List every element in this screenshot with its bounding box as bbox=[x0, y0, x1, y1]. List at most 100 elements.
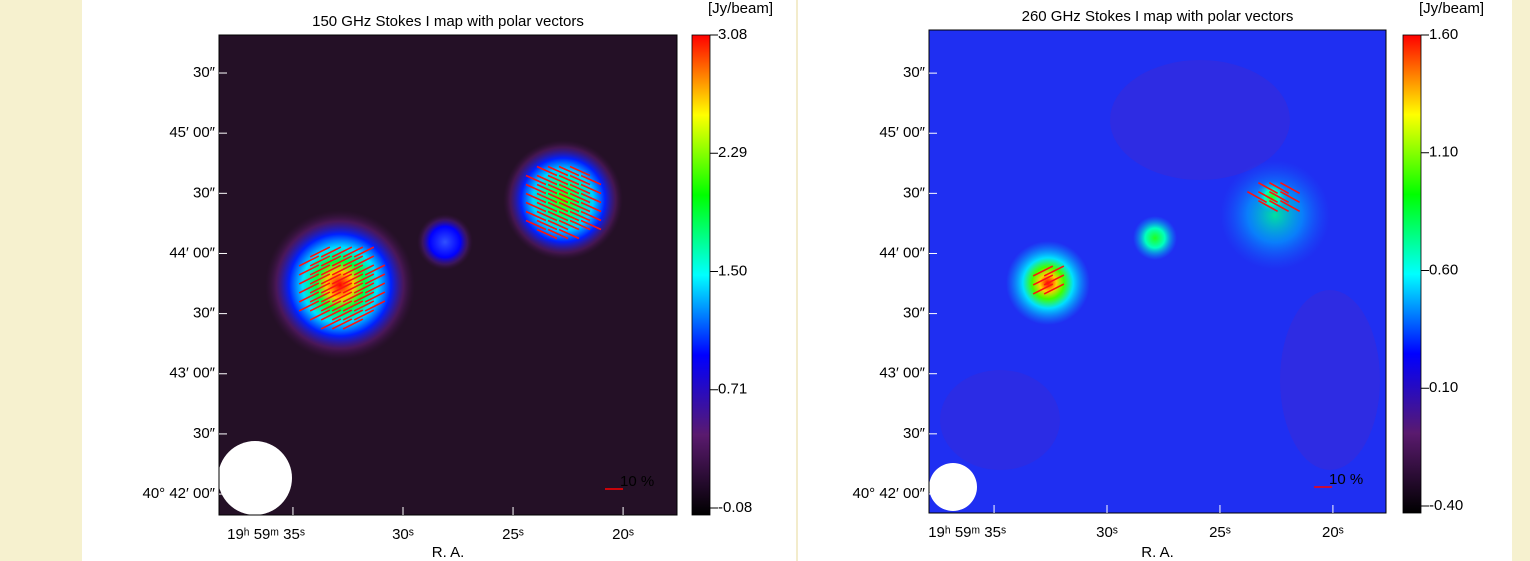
beam bbox=[218, 441, 292, 515]
polar-vector bbox=[536, 192, 558, 204]
polar-vector bbox=[342, 246, 364, 258]
polar-vector bbox=[331, 309, 353, 321]
polar-vector bbox=[320, 318, 342, 330]
source bbox=[1133, 216, 1177, 260]
colorbar-tick-label: 0.10 bbox=[1429, 379, 1458, 396]
map-texture bbox=[1280, 290, 1380, 470]
polar-vector bbox=[320, 255, 342, 267]
polar-vector bbox=[580, 201, 602, 213]
plot-frame bbox=[928, 29, 1387, 514]
x-tick-label: 30ˢ bbox=[392, 526, 414, 543]
polar-vector bbox=[547, 219, 569, 231]
polar-vector bbox=[353, 291, 375, 303]
polar-vector bbox=[569, 210, 591, 222]
polar-vector bbox=[364, 300, 386, 312]
polar-vector bbox=[331, 264, 353, 276]
polar-vector bbox=[547, 228, 569, 240]
x-tick-label: 20ˢ bbox=[612, 526, 634, 543]
polar-vector bbox=[525, 219, 547, 231]
polar-vector bbox=[342, 300, 364, 312]
polar-vector bbox=[353, 255, 375, 267]
polar-vector bbox=[1257, 190, 1279, 204]
polar-vector bbox=[320, 300, 342, 312]
polar-vector bbox=[547, 165, 569, 177]
polar-vector bbox=[320, 282, 342, 294]
polar-vector bbox=[298, 255, 320, 267]
polar-vector bbox=[331, 246, 353, 258]
polar-vector bbox=[342, 282, 364, 294]
x-tick-label: 19ʰ 59ᵐ 35ˢ bbox=[227, 526, 305, 543]
x-tick-label: 20ˢ bbox=[1322, 524, 1344, 541]
polar-vector bbox=[1032, 283, 1054, 295]
polar-vector bbox=[353, 264, 375, 276]
polar-vector bbox=[298, 291, 320, 303]
polar-vector bbox=[320, 309, 342, 321]
colorbar-tick-label: 1.10 bbox=[1429, 144, 1458, 161]
source bbox=[265, 210, 415, 360]
chart-title: 150 GHz Stokes I map with polar vectors bbox=[312, 13, 584, 30]
colorbar-tick-label: 0.60 bbox=[1429, 261, 1458, 278]
y-tick-label: 30″ bbox=[193, 425, 216, 442]
polar-vector bbox=[364, 264, 386, 276]
polar-vector bbox=[569, 183, 591, 195]
polar-vector bbox=[342, 255, 364, 267]
polar-vector bbox=[569, 174, 591, 186]
colorbar-tick-label: 1.60 bbox=[1429, 26, 1458, 43]
polar-vector bbox=[364, 282, 386, 294]
polar-vector bbox=[1257, 181, 1279, 195]
polar-vector bbox=[309, 246, 331, 258]
polar-vector bbox=[547, 210, 569, 222]
polar-vector bbox=[580, 219, 602, 231]
polar-vector bbox=[558, 210, 580, 222]
polar-vector bbox=[309, 273, 331, 285]
polar-vector bbox=[536, 219, 558, 231]
polar-vector bbox=[558, 183, 580, 195]
polar-vector bbox=[1032, 274, 1054, 286]
colorbar-label: [Jy/beam] bbox=[708, 0, 773, 17]
polar-vector bbox=[298, 264, 320, 276]
polar-vector bbox=[309, 300, 331, 312]
polar-vector bbox=[331, 300, 353, 312]
y-tick-label: 45′ 00″ bbox=[169, 124, 215, 141]
polar-vector bbox=[1279, 199, 1301, 213]
polar-vector bbox=[580, 210, 602, 222]
y-tick-label: 30″ bbox=[903, 425, 926, 442]
polar-vector bbox=[1246, 190, 1268, 204]
polar-vector bbox=[309, 264, 331, 276]
colorbar-tick-label: -0.08 bbox=[718, 499, 752, 516]
polar-vector bbox=[558, 201, 580, 213]
map-background bbox=[929, 30, 1386, 513]
polar-vector bbox=[1279, 181, 1301, 195]
polar-vector bbox=[525, 192, 547, 204]
polar-vector bbox=[1043, 274, 1065, 286]
y-tick-label: 44′ 00″ bbox=[879, 244, 925, 261]
colorbar-label: [Jy/beam] bbox=[1419, 0, 1484, 17]
annotation: 10 % bbox=[1329, 471, 1363, 488]
y-tick-label: 30″ bbox=[903, 184, 926, 201]
polar-vector bbox=[525, 210, 547, 222]
chart-title: 260 GHz Stokes I map with polar vectors bbox=[1022, 8, 1294, 25]
polar-vector bbox=[353, 309, 375, 321]
polar-vector bbox=[569, 192, 591, 204]
polar-vector bbox=[331, 318, 353, 330]
y-tick-label: 30″ bbox=[903, 305, 926, 322]
polar-vector bbox=[569, 201, 591, 213]
polar-vector bbox=[525, 201, 547, 213]
x-tick-label: 25ˢ bbox=[1209, 524, 1231, 541]
polar-vector bbox=[331, 282, 353, 294]
polar-vector bbox=[353, 300, 375, 312]
colorbar-tick-label: 0.71 bbox=[718, 381, 747, 398]
x-axis-label: R. A. bbox=[1141, 544, 1174, 561]
polar-vector bbox=[353, 246, 375, 258]
polar-vector bbox=[547, 183, 569, 195]
polar-vector bbox=[309, 255, 331, 267]
polar-vector bbox=[331, 273, 353, 285]
polar-vector bbox=[536, 183, 558, 195]
polar-vector bbox=[558, 219, 580, 231]
y-tick-label: 44′ 00″ bbox=[169, 244, 215, 261]
beam bbox=[929, 463, 977, 511]
polar-vectors bbox=[298, 165, 1301, 330]
colorbar bbox=[1402, 34, 1422, 514]
y-tick-label: 30″ bbox=[193, 64, 216, 81]
